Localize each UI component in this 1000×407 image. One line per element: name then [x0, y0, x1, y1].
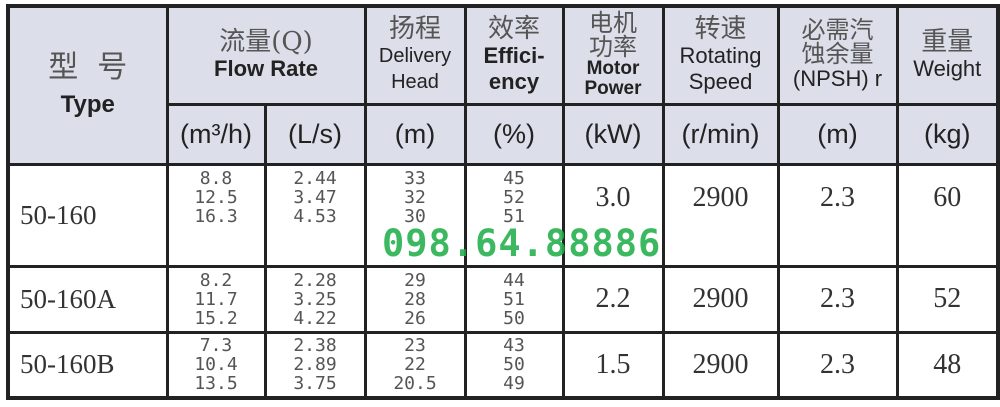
cell-value: 26 — [404, 307, 426, 329]
cell-head: 33 32 30 — [363, 162, 467, 268]
cell-value: 32 — [404, 186, 426, 208]
cell-value: 28 — [404, 288, 426, 310]
cell-value: 2.38 — [293, 335, 337, 357]
cell-value: 16.3 — [194, 205, 238, 227]
cell-speed: 2900 — [661, 162, 780, 268]
cell-power: 2.2 — [561, 264, 665, 334]
cell-npsh: 2.3 — [776, 330, 899, 400]
cell-flow-ls: 2.44 3.47 4.53 — [263, 162, 367, 268]
cell-weight: 48 — [895, 330, 1000, 400]
pump-spec-table: 型 号 Type 流量(Q) Flow Rate 扬程 Delivery Hea… — [6, 4, 1000, 400]
cell-value: 45 — [503, 167, 525, 189]
header-npsh: 必需汽 蚀余量 (NPSH) r — [776, 4, 899, 106]
table-row: 50-160 8.8 12.5 16.3 2.44 3.47 4.53 33 32 30 45 52 5… — [6, 162, 1000, 268]
cell-value: 3.75 — [293, 373, 337, 395]
header-weight: 重量 Weight — [895, 4, 1000, 106]
cell-power: 1.5 — [561, 330, 665, 400]
cell-head: 29 28 26 — [363, 264, 467, 334]
cell-value: 4.53 — [293, 205, 337, 227]
cell-value: 44 — [503, 269, 525, 291]
cell-value: 22 — [404, 354, 426, 376]
cell-value: 10.4 — [194, 354, 238, 376]
header-speed: 转速 Rotating Speed — [661, 4, 780, 106]
cell-value: 3.25 — [293, 288, 337, 310]
cell-value: 11.7 — [194, 288, 238, 310]
cell-value: 4.22 — [293, 307, 337, 329]
cell-value: 30 — [404, 205, 426, 227]
cell-value: 51 — [503, 288, 525, 310]
cell-weight: 60 — [895, 162, 1000, 268]
unit-npsh: (m) — [776, 102, 899, 166]
cell-value: 7.3 — [199, 335, 233, 357]
cell-value: 23 — [404, 335, 426, 357]
cell-value: 8.8 — [199, 167, 233, 189]
cell-type: 50-160 — [6, 162, 169, 268]
unit-power: (kW) — [561, 102, 665, 166]
cell-value: 3.47 — [293, 186, 337, 208]
cell-power: 3.0 — [561, 162, 665, 268]
unit-efficiency: (%) — [463, 102, 565, 166]
unit-speed: (r/min) — [661, 102, 780, 166]
cell-npsh: 2.3 — [776, 264, 899, 334]
cell-value: 20.5 — [393, 373, 437, 395]
cell-value: 50 — [503, 307, 525, 329]
header-type: 型 号 Type — [6, 4, 169, 166]
header-head: 扬程 Delivery Head — [363, 4, 467, 106]
cell-efficiency: 45 52 51 — [463, 162, 565, 268]
cell-efficiency: 43 50 49 — [463, 330, 565, 400]
unit-ls: (L/s) — [263, 102, 367, 166]
cell-value: 8.2 — [199, 269, 233, 291]
cell-value: 2.28 — [293, 269, 337, 291]
cell-efficiency: 44 51 50 — [463, 264, 565, 334]
watermark-phone: 098.64.88886 — [382, 222, 662, 265]
cell-flow-m3h: 8.2 11.7 15.2 — [165, 264, 267, 334]
cell-value: 49 — [503, 373, 525, 395]
cell-value: 52 — [503, 186, 525, 208]
header-efficiency: 效率 Effici- ency — [463, 4, 565, 106]
cell-value: 51 — [503, 205, 525, 227]
cell-flow-m3h: 7.3 10.4 13.5 — [165, 330, 267, 400]
cell-type: 50-160B — [6, 330, 169, 400]
cell-speed: 2900 — [661, 330, 780, 400]
cell-npsh: 2.3 — [776, 162, 899, 268]
cell-value: 29 — [404, 269, 426, 291]
cell-flow-ls: 2.38 2.89 3.75 — [263, 330, 367, 400]
cell-flow-ls: 2.28 3.25 4.22 — [263, 264, 367, 334]
table-row: 50-160B 7.3 10.4 13.5 2.38 2.89 3.75 23 22 20.5 43… — [6, 330, 1000, 400]
unit-head: (m) — [363, 102, 467, 166]
table-row: 50-160A 8.2 11.7 15.2 2.28 3.25 4.22 29 28 26 44 51… — [6, 264, 1000, 334]
cell-value: 33 — [404, 167, 426, 189]
cell-value: 43 — [503, 335, 525, 357]
cell-weight: 52 — [895, 264, 1000, 334]
cell-value: 2.89 — [293, 354, 337, 376]
cell-value: 50 — [503, 354, 525, 376]
cell-head: 23 22 20.5 — [363, 330, 467, 400]
cell-value: 13.5 — [194, 373, 238, 395]
unit-m3h: (m³/h) — [165, 102, 267, 166]
cell-flow-m3h: 8.8 12.5 16.3 — [165, 162, 267, 268]
cell-type: 50-160A — [6, 264, 169, 334]
cell-value: 2.44 — [293, 167, 337, 189]
cell-value: 15.2 — [194, 307, 238, 329]
header-power: 电机 功率 Motor Power — [561, 4, 665, 106]
cell-speed: 2900 — [661, 264, 780, 334]
cell-value: 12.5 — [194, 186, 238, 208]
header-flow: 流量(Q) Flow Rate — [165, 4, 367, 106]
unit-weight: (kg) — [895, 102, 1000, 166]
